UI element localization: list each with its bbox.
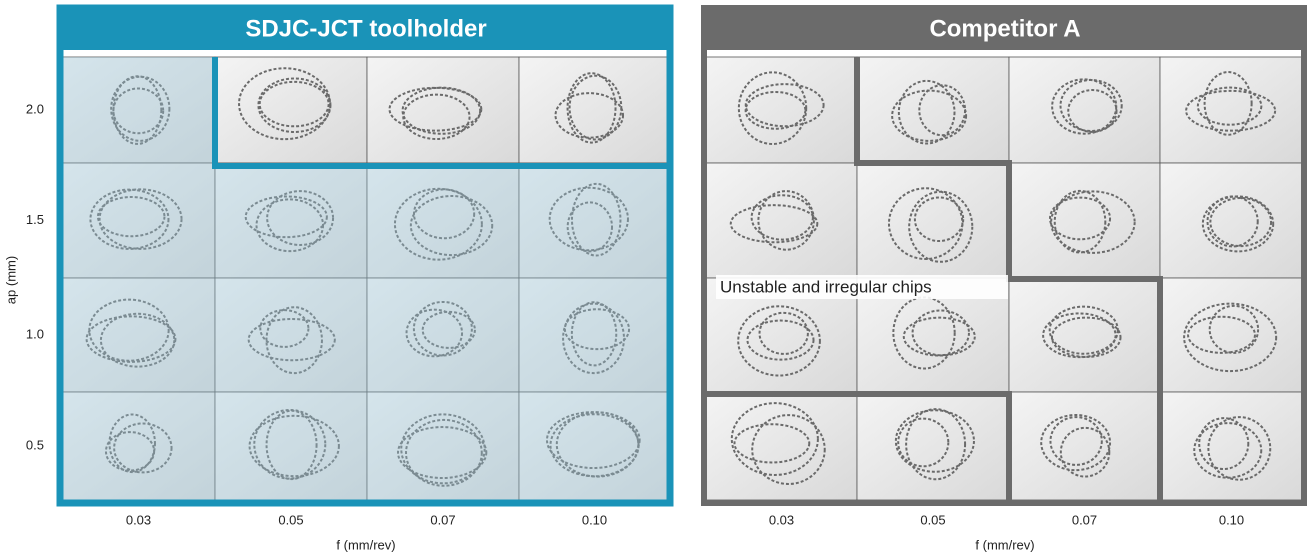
chip-photo (367, 57, 519, 163)
chip-photo (1009, 163, 1160, 278)
x-axis-label: f (mm/rev) (336, 537, 395, 552)
y-axis-label: ap (mm) (3, 256, 18, 304)
panel-title: Competitor A (929, 15, 1080, 42)
y-tick-label: 0.5 (26, 437, 44, 452)
annotation: Unstable and irregular chips (720, 277, 932, 296)
panel-title: SDJC-JCT toolholder (245, 15, 486, 42)
chip-photo (857, 57, 1009, 163)
x-tick-label: 0.10 (582, 512, 607, 527)
x-tick-label: 0.03 (769, 512, 794, 527)
chip-photo (215, 57, 367, 163)
y-tick-label: 2.0 (26, 101, 44, 116)
x-tick-label: 0.07 (1072, 512, 1097, 527)
chip-photo (857, 392, 1009, 500)
chip-photo (1160, 57, 1303, 163)
figure: SDJC-JCT toolholder Competitor A Unstabl… (0, 0, 1311, 559)
chip-photo (1009, 278, 1160, 392)
x-tick-label: 0.05 (920, 512, 945, 527)
chip-photo (1009, 392, 1160, 500)
y-tick-label: 1.5 (26, 212, 44, 227)
x-axis-label: f (mm/rev) (975, 537, 1034, 552)
chip-photo (1160, 278, 1303, 392)
x-tick-label: 0.03 (126, 512, 151, 527)
x-tick-label: 0.07 (430, 512, 455, 527)
y-tick-label: 1.0 (26, 326, 44, 341)
chip-photo (1009, 57, 1160, 163)
chip-photo (1160, 163, 1303, 278)
page: {"y_axis": {"label": "ap (mm)", "ticks":… (0, 0, 1311, 559)
chip-photo (1160, 392, 1303, 500)
x-tick-label: 0.10 (1219, 512, 1244, 527)
x-tick-label: 0.05 (278, 512, 303, 527)
chip-photo (706, 163, 857, 278)
